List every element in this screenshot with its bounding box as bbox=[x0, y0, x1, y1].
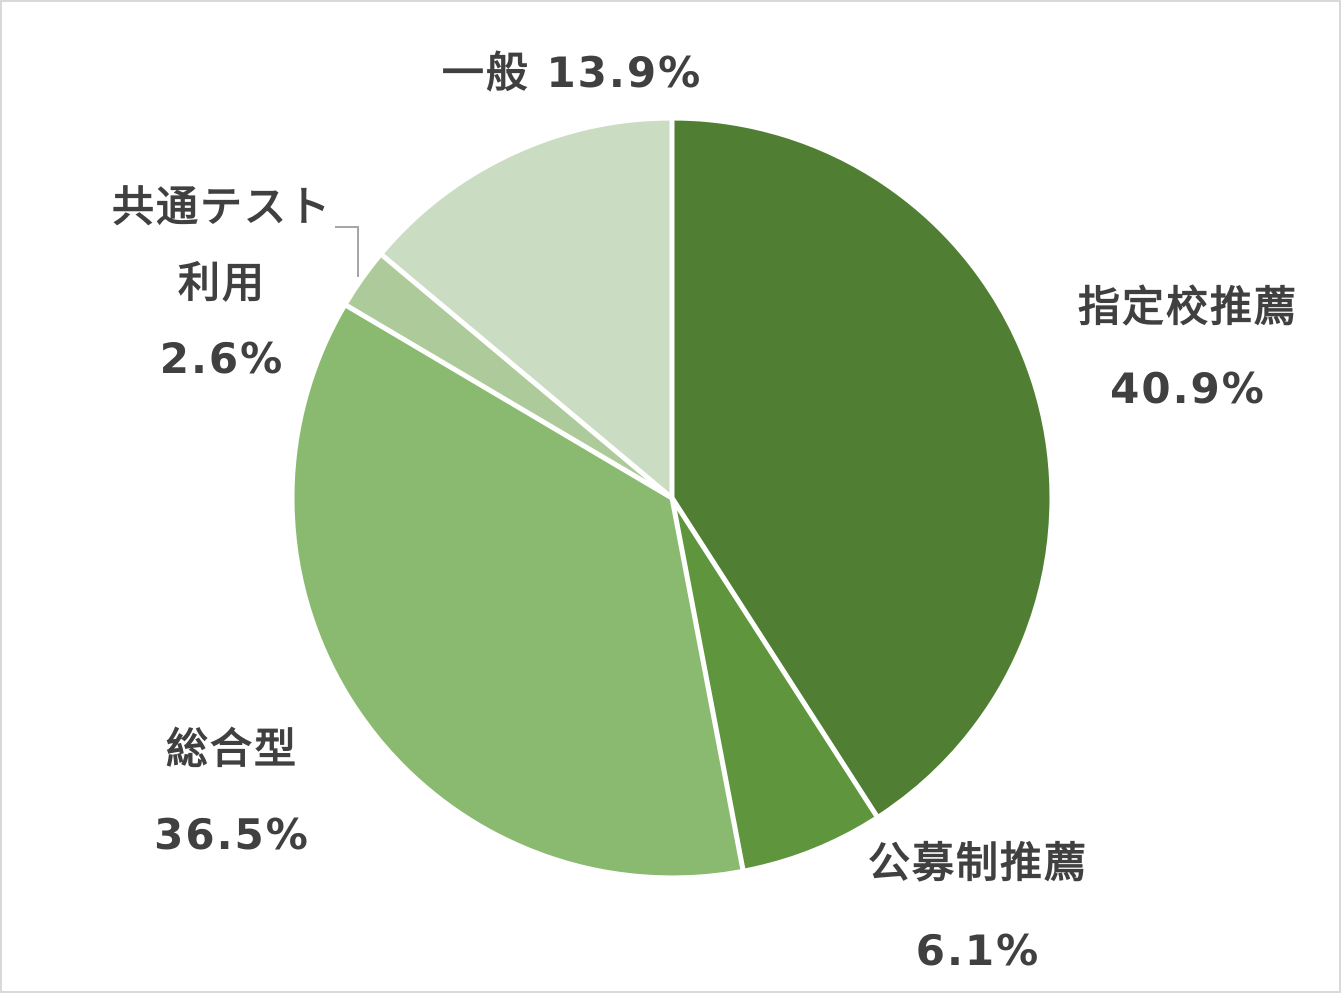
label-sougougata-name: 総合型 bbox=[165, 724, 298, 773]
label-kyotsu-value: 2.6% bbox=[159, 334, 285, 383]
slice-ippan bbox=[378, 115, 675, 501]
label-kyotsu: 共通テスト 利用 2.6% bbox=[82, 186, 362, 380]
label-ippan-name: 一般 bbox=[441, 48, 530, 97]
label-shiteiko-value: 40.9% bbox=[1110, 364, 1266, 413]
label-shiteiko: 指定校推薦 40.9% bbox=[1048, 286, 1328, 410]
label-ippan: 一般 13.9% bbox=[402, 52, 742, 94]
label-shiteiko-name: 指定校推薦 bbox=[1077, 282, 1298, 331]
leader-line-kyotsu bbox=[335, 226, 359, 277]
label-koubosei-name: 公募制推薦 bbox=[867, 838, 1088, 887]
slice-sougougata bbox=[289, 302, 746, 881]
label-sougougata: 総合型 36.5% bbox=[102, 728, 362, 856]
label-koubosei-value: 6.1% bbox=[915, 926, 1041, 975]
label-ippan-value: 13.9% bbox=[546, 48, 703, 97]
label-kyotsu-name-line2: 利用 bbox=[177, 258, 266, 307]
label-sougougata-value: 36.5% bbox=[154, 810, 310, 859]
slice-koubosei bbox=[669, 495, 881, 874]
label-koubosei: 公募制推薦 6.1% bbox=[838, 842, 1118, 972]
label-kyotsu-name-line1: 共通テスト bbox=[111, 182, 332, 231]
